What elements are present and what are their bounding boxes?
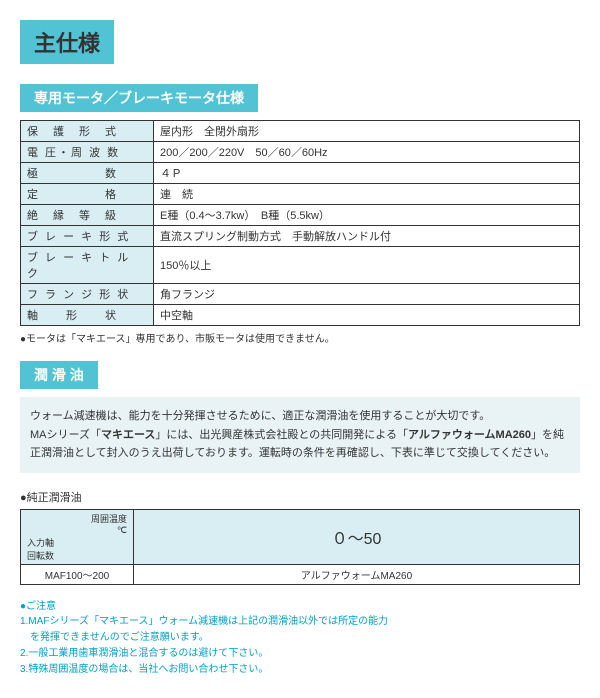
lub-header: ０～50 <box>134 510 580 565</box>
spec-value: 200／200／220V 50／60／60Hz <box>154 142 580 163</box>
spec-value: ４Ｐ <box>154 163 580 184</box>
spec-value: 屋内形 全閉外扇形 <box>154 121 580 142</box>
caution-item: 1.MAFシリーズ「マキエース」ウォーム減速機は上記の潤滑油以外では所定の能力 … <box>20 614 580 646</box>
section1-title: 専用モータ／ブレーキモータ仕様 <box>20 84 258 112</box>
lub-heading: ●純正潤滑油 <box>20 489 580 505</box>
caution-item: 3.特殊周囲温度の場合は、当社へお問い合わせ下さい。 <box>20 662 580 678</box>
lub-corner1: 入力軸 回転数 <box>27 536 127 562</box>
spec-label: 絶 縁 等 級 <box>21 205 154 226</box>
spec-value: 150％以上 <box>154 247 580 284</box>
spec-note: ●モータは「マキエース」専用であり、市販モータは使用できません。 <box>20 330 580 345</box>
main-title: 主仕様 <box>20 20 114 64</box>
spec-label: 定 格 <box>21 184 154 205</box>
caution-item: 2.一般工業用歯車潤滑油と混合するのは避けて下さい。 <box>20 646 580 662</box>
lubricant-desc: ウォーム減速機は、能力を十分発揮させるために、適正な潤滑油を使用することが大切で… <box>20 397 580 473</box>
spec-label: ブ レ ー キ 形 式 <box>21 226 154 247</box>
spec-value: E種（0.4～3.7kw） B種（5.5kw） <box>154 205 580 226</box>
section2-title: 潤 滑 油 <box>20 361 98 389</box>
lub-row-value: アルファウォームMA260 <box>134 565 580 585</box>
spec-label: 極 数 <box>21 163 154 184</box>
caution-list: 1.MAFシリーズ「マキエース」ウォーム減速機は上記の潤滑油以外では所定の能力 … <box>20 614 580 678</box>
spec-table: 保 護 形 式屋内形 全閉外扇形電 圧・周 波 数200／200／220V 50… <box>20 120 580 326</box>
caution-heading: ●ご注意 <box>20 597 580 612</box>
lub-corner2: 周囲温度 ℃ <box>27 512 127 536</box>
spec-value: 角フランジ <box>154 284 580 305</box>
spec-value: 直流スプリング制動方式 手動解放ハンドル付 <box>154 226 580 247</box>
lubricant-table: 周囲温度 ℃ 入力軸 回転数 ０～50 MAF100～200 アルファウォームM… <box>20 509 580 585</box>
spec-label: 電 圧・周 波 数 <box>21 142 154 163</box>
spec-label: ブ レ ー キ ト ル ク <box>21 247 154 284</box>
spec-label: フ ラ ン ジ 形 状 <box>21 284 154 305</box>
lub-row-label: MAF100～200 <box>21 565 134 585</box>
spec-value: 連 続 <box>154 184 580 205</box>
spec-label: 軸 形 状 <box>21 305 154 326</box>
spec-value: 中空軸 <box>154 305 580 326</box>
spec-label: 保 護 形 式 <box>21 121 154 142</box>
